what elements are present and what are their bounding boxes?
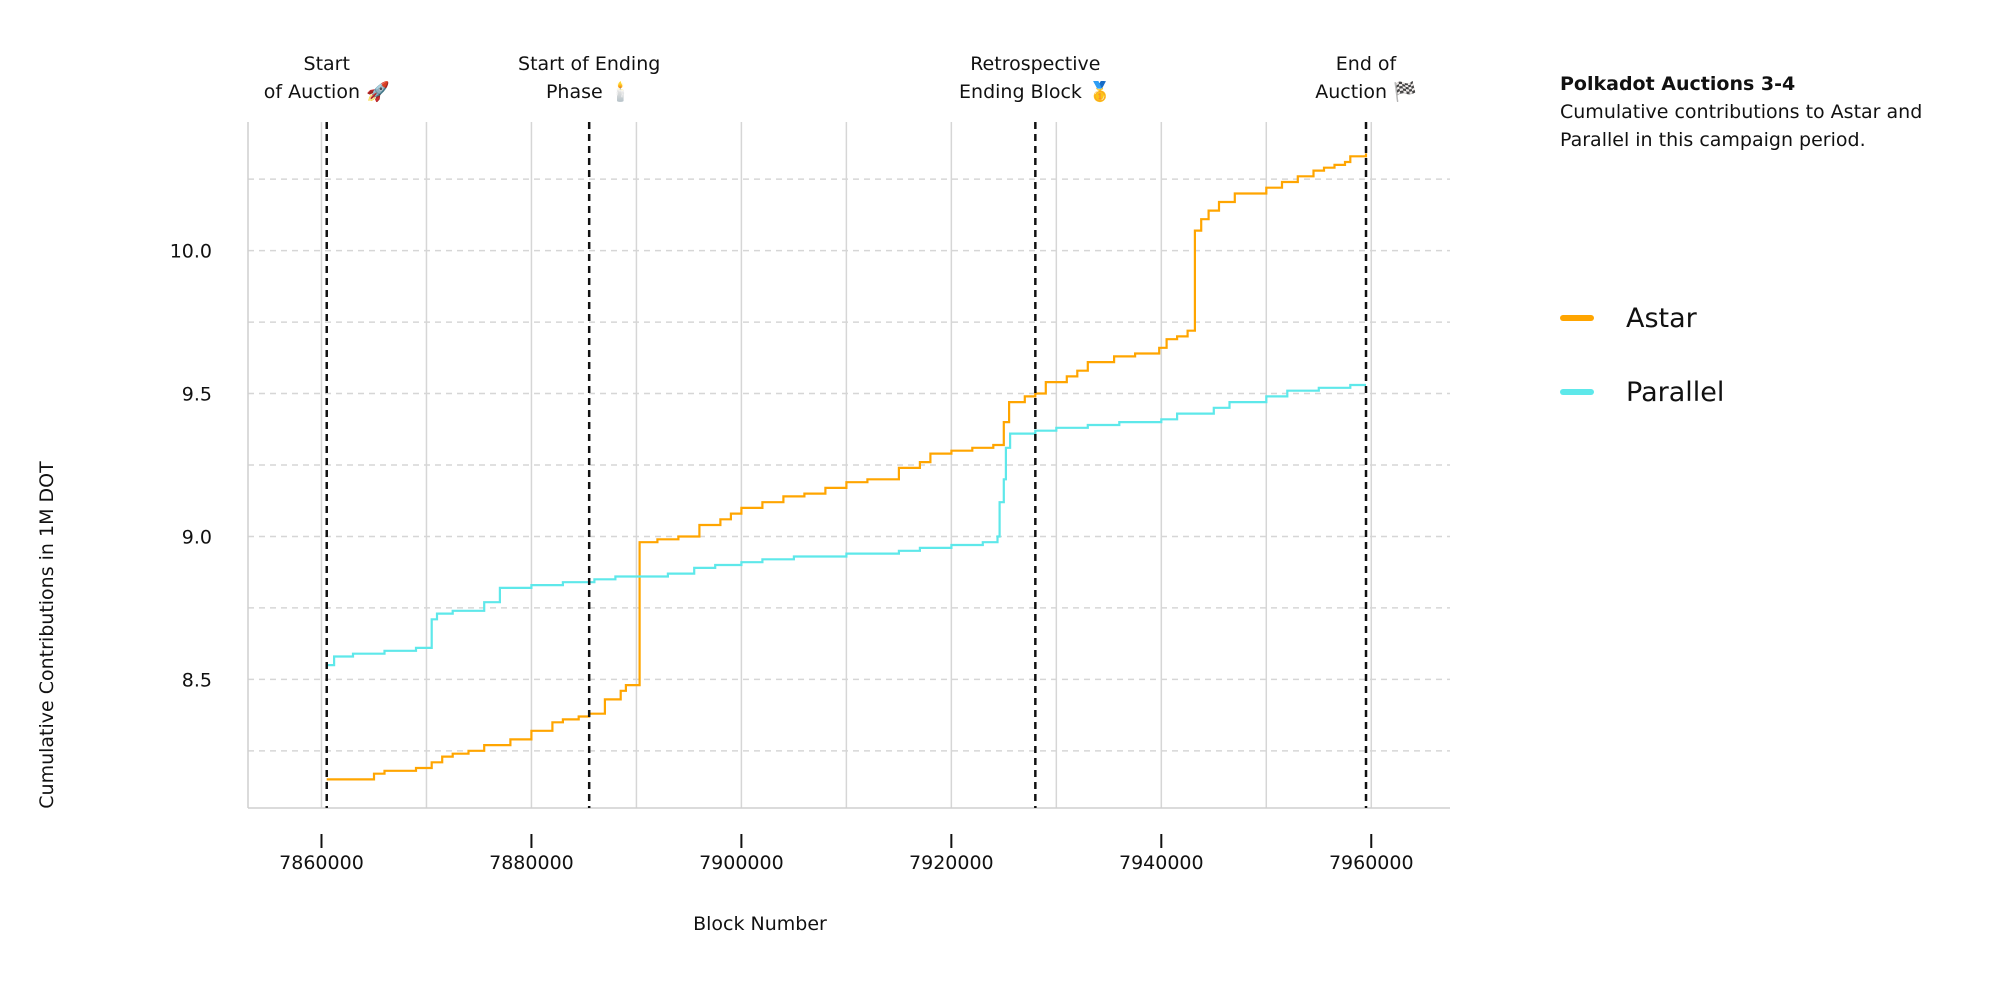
y-tick-label: 8.5 [182,669,212,691]
legend-label-astar: Astar [1626,302,1697,334]
chart-subtitle: Cumulative contributions to Astar and Pa… [1560,101,1923,151]
legend-item-astar: Astar [1560,300,1724,336]
event-marker-label: of Auction 🚀 [264,80,390,103]
x-tick-label: 7940000 [1119,852,1204,874]
event-marker-label: End of [1336,53,1398,75]
y-axis-title: Cumulative Contributions in 1M DOT [36,461,58,809]
series-line-astar [326,153,1368,781]
x-axis-title: Block Number [693,913,827,935]
legend-label-parallel: Parallel [1626,376,1725,408]
event-marker-label: Phase 🕯️ [546,80,632,103]
axes-layer [247,122,1450,848]
y-tick-label: 9.0 [182,526,212,548]
legend: Astar Parallel [1560,300,1724,448]
series-layer [326,153,1368,781]
label-layer: 7860000 7880000 7900000 7920000 7940000 79600… [36,53,1417,935]
x-tick-label: 7920000 [909,852,994,874]
legend-swatch-parallel [1560,389,1594,395]
legend-item-parallel: Parallel [1560,374,1724,410]
line-chart: 7860000 7880000 7900000 7920000 7940000 79600… [36,53,1450,935]
event-marker-label: Start [304,53,350,75]
grid-layer [248,122,1450,808]
event-marker-label: Retrospective [970,53,1100,75]
chart-title: Polkadot Auctions 3-4 [1560,73,1796,95]
event-marker-label: Start of Ending [518,53,660,75]
marker-layer [325,122,1368,808]
x-tick-label: 7880000 [489,852,574,874]
y-tick-label: 10.0 [170,241,212,263]
series-line-parallel [326,383,1366,667]
x-tick-label: 7960000 [1329,852,1414,874]
x-tick-label: 7900000 [699,852,784,874]
chart-description: Polkadot Auctions 3-4 Cumulative contrib… [1560,70,1960,154]
y-tick-label: 9.5 [182,384,212,406]
x-tick-label: 7860000 [279,852,364,874]
event-marker-label: Ending Block 🥇 [959,80,1112,103]
event-marker-label: Auction 🏁 [1315,80,1417,103]
legend-swatch-astar [1560,315,1594,321]
